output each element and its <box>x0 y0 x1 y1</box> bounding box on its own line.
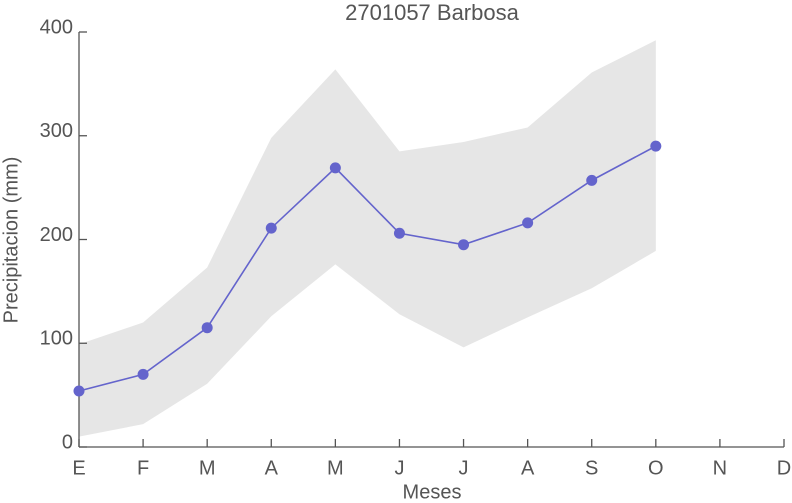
y-tick-label: 100 <box>40 328 73 350</box>
data-point <box>73 385 85 397</box>
x-tick-label: A <box>265 457 279 479</box>
x-axis-label: Meses <box>403 481 462 503</box>
y-tick-label: 400 <box>40 16 73 38</box>
chart-title: 2701057 Barbosa <box>345 0 519 25</box>
x-tick-label: M <box>327 457 344 479</box>
data-point <box>265 222 277 234</box>
y-tick-label: 200 <box>40 224 73 246</box>
range-band <box>79 40 656 437</box>
data-point <box>522 217 534 229</box>
y-tick-label: 300 <box>40 120 73 142</box>
data-point <box>650 140 662 152</box>
series-line <box>78 145 657 392</box>
x-tick-label: M <box>199 457 216 479</box>
x-tick-label: E <box>72 457 85 479</box>
x-tick-label: A <box>521 457 535 479</box>
data-point <box>458 239 470 251</box>
data-point <box>201 322 213 334</box>
x-tick-label: D <box>777 457 791 479</box>
x-tick-label: N <box>713 457 727 479</box>
x-tick-label: J <box>459 457 469 479</box>
x-tick-label: S <box>585 457 598 479</box>
x-tick-label: J <box>394 457 404 479</box>
x-tick-label: O <box>648 457 664 479</box>
y-axis-label: Precipitacion (mm) <box>0 157 22 324</box>
data-point <box>393 227 405 239</box>
data-point <box>137 368 149 380</box>
y-tick-label: 0 <box>62 431 73 453</box>
data-point <box>329 162 341 174</box>
x-tick-label: F <box>137 457 149 479</box>
data-point <box>586 174 598 186</box>
